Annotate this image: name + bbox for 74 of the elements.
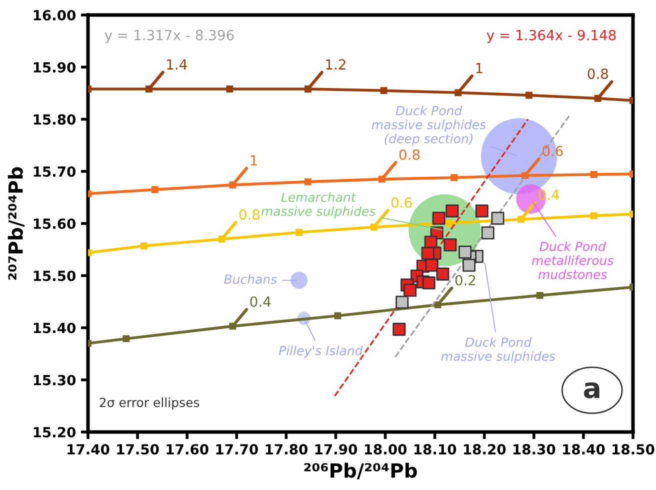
point [525,92,532,99]
point [404,284,417,297]
point [436,268,450,281]
point [444,238,457,252]
point [432,212,446,225]
point [422,276,436,290]
point [590,212,598,220]
point [462,258,476,272]
point [446,220,453,226]
point [296,228,303,236]
annotation: a [584,382,600,398]
point [304,178,312,186]
x-tick-label: 18.50 [612,444,654,455]
annotation: Duck Pond metalliferous mudstones [532,241,614,280]
annotation: 0.8 [239,209,260,220]
x-tick-label: 18.30 [514,444,556,455]
x-axis-title: ²⁰⁶Pb/²⁰⁴Pb [304,462,417,480]
point [140,242,148,250]
point [226,86,234,92]
annotation: Duck Pond massive sulphides (deep section) [372,106,486,146]
point [446,204,459,218]
y-tick-label: 15.90 [34,62,76,73]
x-tick-label: 18.20 [464,444,506,455]
annotation: 1 [476,62,482,74]
point [151,186,158,194]
annotation: Lemarchant massive sulphides [261,192,376,218]
annotation: Buchans [224,274,277,284]
annotation: 0.2 [455,274,476,286]
text: y = 1.317x - 8.396 [104,30,234,44]
y-axis-title: ²⁰⁷Pb/²⁰⁴Pb [8,167,24,280]
point [475,204,488,218]
x-tick-label: 18.00 [364,444,407,455]
annotation: 1.4 [167,59,187,70]
annotation: 0.4 [538,189,560,200]
point [590,171,598,178]
y-tick-label: 15.50 [34,270,76,282]
y-tick-label: 15.70 [34,166,76,177]
point [396,296,409,309]
x-tick-label: 18.40 [563,444,605,455]
x-tick-label: 17.80 [266,444,308,455]
annotation: 0.6 [391,197,412,208]
y-tick-label: 16.00 [34,10,76,20]
point [536,292,544,299]
point [481,226,494,240]
annotation: 0.6 [542,146,563,156]
x-tick-label: 17.50 [117,444,159,455]
point [458,246,472,259]
annotation: 2σ error ellipses [100,397,200,410]
point [392,322,406,336]
annotation: 0.4 [250,296,271,307]
annotation: 1 [250,155,257,166]
x-tick-label: 17.90 [315,444,358,455]
annotation: 0.8 [399,149,420,160]
point [425,258,438,272]
text: y = 1.364x - 9.148 [486,30,616,44]
x-tick-label: 17.70 [216,444,258,455]
point [122,335,130,342]
y-tick-label: 15.40 [34,322,76,334]
point [491,212,504,225]
annotation: 0.8 [588,68,608,80]
y-tick-label: 15.20 [34,426,76,438]
annotation: Duck Pond massive sulphides [441,337,556,364]
y-tick-label: 15.80 [34,114,76,125]
annotation: 1.2 [326,59,346,70]
point [421,246,434,260]
x-tick-label: 17.40 [68,444,110,455]
x-tick-label: 17.60 [166,444,208,455]
annotation: Pilley's Island [278,346,363,358]
point [450,174,458,182]
y-tick-label: 15.30 [34,374,76,386]
point [334,312,342,320]
point [380,87,388,94]
y-tick-label: 15.60 [34,218,76,229]
x-tick-label: 18.10 [414,444,456,455]
